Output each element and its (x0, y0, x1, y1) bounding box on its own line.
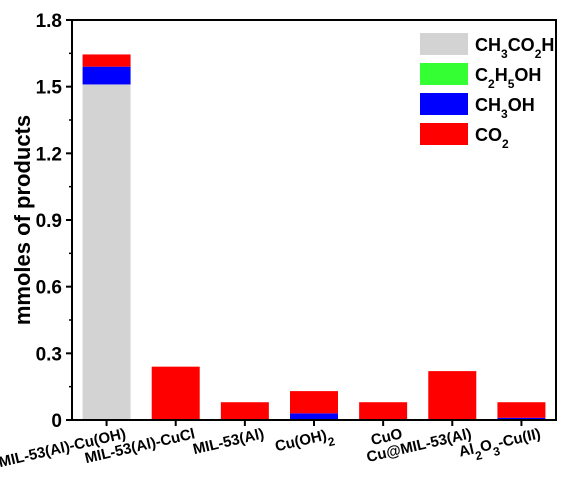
legend-label-text: CH (475, 35, 501, 55)
bar-co2 (497, 402, 546, 418)
legend-label-subscript: 2 (502, 137, 509, 151)
legend-label-subscript: 2 (535, 47, 542, 61)
legend-swatch (420, 123, 468, 145)
bar-co2 (151, 366, 200, 420)
legend-label-subscript: 3 (501, 107, 508, 121)
bar-ch3oh (82, 66, 131, 85)
x-category-label-subscript: 2 (474, 448, 484, 463)
legend-label-subscript: 3 (501, 47, 508, 61)
x-category-label: CuO (369, 425, 404, 449)
legend-label-text: CO (508, 35, 535, 55)
x-category-label: Cu(OH)2 (273, 425, 336, 461)
x-category-label-subscript: 3 (492, 444, 502, 459)
legend-label-text: H (495, 65, 508, 85)
x-category-label-text: Al (457, 441, 475, 461)
bar-ch3oh (290, 413, 338, 420)
bar-co2 (290, 391, 338, 414)
bar-co2 (220, 402, 269, 420)
y-tick-label: 1.8 (36, 11, 62, 32)
x-category-label: MIL-53(Al) (191, 425, 265, 458)
bar-co2 (359, 402, 408, 420)
y-tick-label: 1.5 (36, 78, 63, 99)
legend-entry-label: CH3CO2H (475, 35, 554, 61)
x-category-label-text: Cu(OH) (273, 427, 328, 455)
bars-layer (82, 54, 546, 420)
legend-label-text: OH (514, 65, 541, 85)
legend-entry-label: C2H5OH (475, 65, 541, 91)
legend-label-text: C (475, 65, 488, 85)
legend-swatch (420, 33, 468, 55)
legend-label-text: H (541, 35, 554, 55)
x-category-label-text: -Cu(II) (496, 425, 542, 451)
x-category-label-text: O (478, 437, 494, 456)
y-tick-label: 0.3 (36, 344, 62, 365)
x-category-label-text: MIL-53(Al) (191, 425, 265, 458)
y-tick-label: 0.9 (36, 211, 62, 232)
bar-co2 (428, 371, 477, 420)
y-tick-label: 0.6 (36, 278, 62, 299)
legend-entry-label: CH3OH (475, 95, 535, 121)
legend-swatch (420, 63, 468, 85)
legend-swatch (420, 93, 468, 115)
legend-label-text: CH (475, 95, 501, 115)
y-axis-title: mmoles of products (10, 115, 35, 325)
legend-label-subscript: 5 (508, 77, 515, 91)
legend-entry-label: CO2 (475, 125, 509, 151)
y-tick-label: 0 (51, 411, 62, 432)
legend-label-subscript: 2 (488, 77, 495, 91)
y-tick-label: 1.2 (36, 144, 62, 165)
legend-label-text: OH (508, 95, 535, 115)
bar-co2 (82, 54, 131, 67)
x-category-label-text: CuO (369, 425, 404, 449)
bar-ch3co2h (82, 84, 131, 420)
bar-ch3oh (497, 417, 546, 420)
legend-label-text: CO (475, 125, 502, 145)
x-category-label-subscript: 2 (327, 434, 337, 449)
